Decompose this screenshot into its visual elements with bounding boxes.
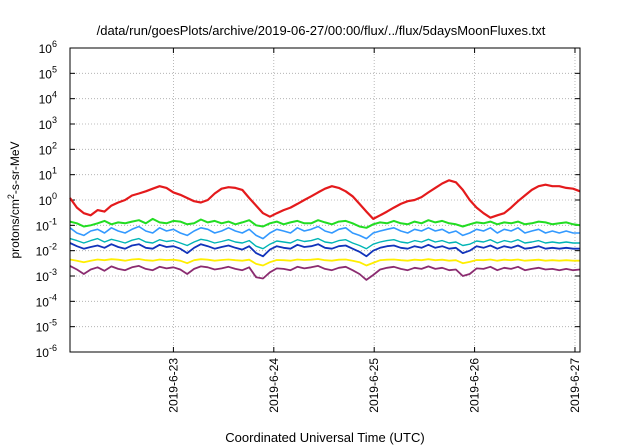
- y-tick-exponent: -6: [49, 343, 57, 353]
- y-tick-label: 10-2: [36, 242, 57, 259]
- y-tick-exponent: 5: [52, 64, 57, 74]
- x-axis-label: Coordinated Universal Time (UTC): [225, 430, 424, 445]
- y-tick-label: 103: [39, 115, 57, 132]
- x-tick-label: 2019-6-25: [367, 358, 381, 413]
- y-axis-label: protons/cm2-s-sr-MeV: [6, 141, 22, 258]
- y-tick-exponent: -4: [49, 292, 57, 302]
- y-tick-label: 10-4: [36, 292, 57, 309]
- x-tick-labels: 2019-6-23 2019-6-24 2019-6-25 2019-6-26 2019…: [166, 358, 582, 413]
- y-tick-base: 10: [39, 93, 53, 107]
- y-tick-base: 10: [36, 245, 50, 259]
- y-tick-base: 10: [39, 42, 53, 56]
- y-tick-label: 102: [39, 140, 57, 157]
- y-tick-base: 10: [36, 321, 50, 335]
- y-tick-label: 105: [39, 64, 57, 81]
- y-tick-base: 10: [39, 194, 53, 208]
- y-tick-base: 10: [39, 67, 53, 81]
- y-tick-exponent: 2: [52, 140, 57, 150]
- series-line-3: [69, 225, 580, 240]
- y-tick-exponent: 3: [52, 115, 57, 125]
- y-tick-label: 10-3: [36, 267, 57, 284]
- series-line-1: [69, 179, 581, 220]
- plot-frame: [69, 47, 581, 353]
- y-tick-label: 10-1: [36, 216, 57, 233]
- y-axis-label-base: protons/cm: [8, 199, 22, 258]
- series-line-6: [69, 258, 580, 267]
- x-tick-label: 2019-6-24: [267, 358, 281, 413]
- y-tick-exponent: 6: [52, 39, 57, 49]
- y-tick-label: 10-6: [36, 343, 57, 360]
- y-tick-base: 10: [36, 219, 50, 233]
- y-axis-label-sup: 2: [6, 194, 16, 199]
- series-group: [69, 179, 581, 281]
- y-tick-label: 100: [39, 191, 57, 208]
- x-tick-label: 2019-6-27: [568, 358, 582, 413]
- series-line-2: [69, 217, 581, 229]
- y-tick-label: 101: [39, 166, 57, 183]
- y-tick-label: 106: [39, 39, 57, 56]
- y-tick-base: 10: [39, 143, 53, 157]
- y-tick-exponent: -2: [49, 242, 57, 252]
- y-tick-exponent: 1: [52, 166, 57, 176]
- grid: [70, 47, 580, 353]
- y-tick-base: 10: [39, 118, 53, 132]
- y-tick-exponent: 4: [52, 90, 57, 100]
- y-tick-exponent: -3: [49, 267, 57, 277]
- x-tick-label: 2019-6-26: [468, 358, 482, 413]
- series-line-7: [69, 264, 581, 281]
- y-tick-base: 10: [36, 270, 50, 284]
- y-tick-base: 10: [36, 346, 50, 360]
- y-tick-exponent: -5: [49, 318, 57, 328]
- x-tick-label: 2019-6-23: [166, 358, 180, 413]
- y-tick-exponent: -1: [49, 216, 57, 226]
- y-tick-label: 104: [39, 90, 57, 107]
- y-tick-labels: 10-610-510-410-310-210-11001011021031041…: [36, 39, 57, 360]
- y-tick-base: 10: [36, 295, 50, 309]
- y-axis-label-rest: -s-sr-MeV: [8, 141, 22, 194]
- y-tick-base: 10: [39, 169, 53, 183]
- chart-title: /data/run/goesPlots/archive/2019-06-27/0…: [97, 23, 546, 38]
- y-tick-label: 10-5: [36, 318, 57, 335]
- series-line-5: [69, 242, 580, 258]
- y-tick-exponent: 0: [52, 191, 57, 201]
- series-line-4: [69, 237, 580, 250]
